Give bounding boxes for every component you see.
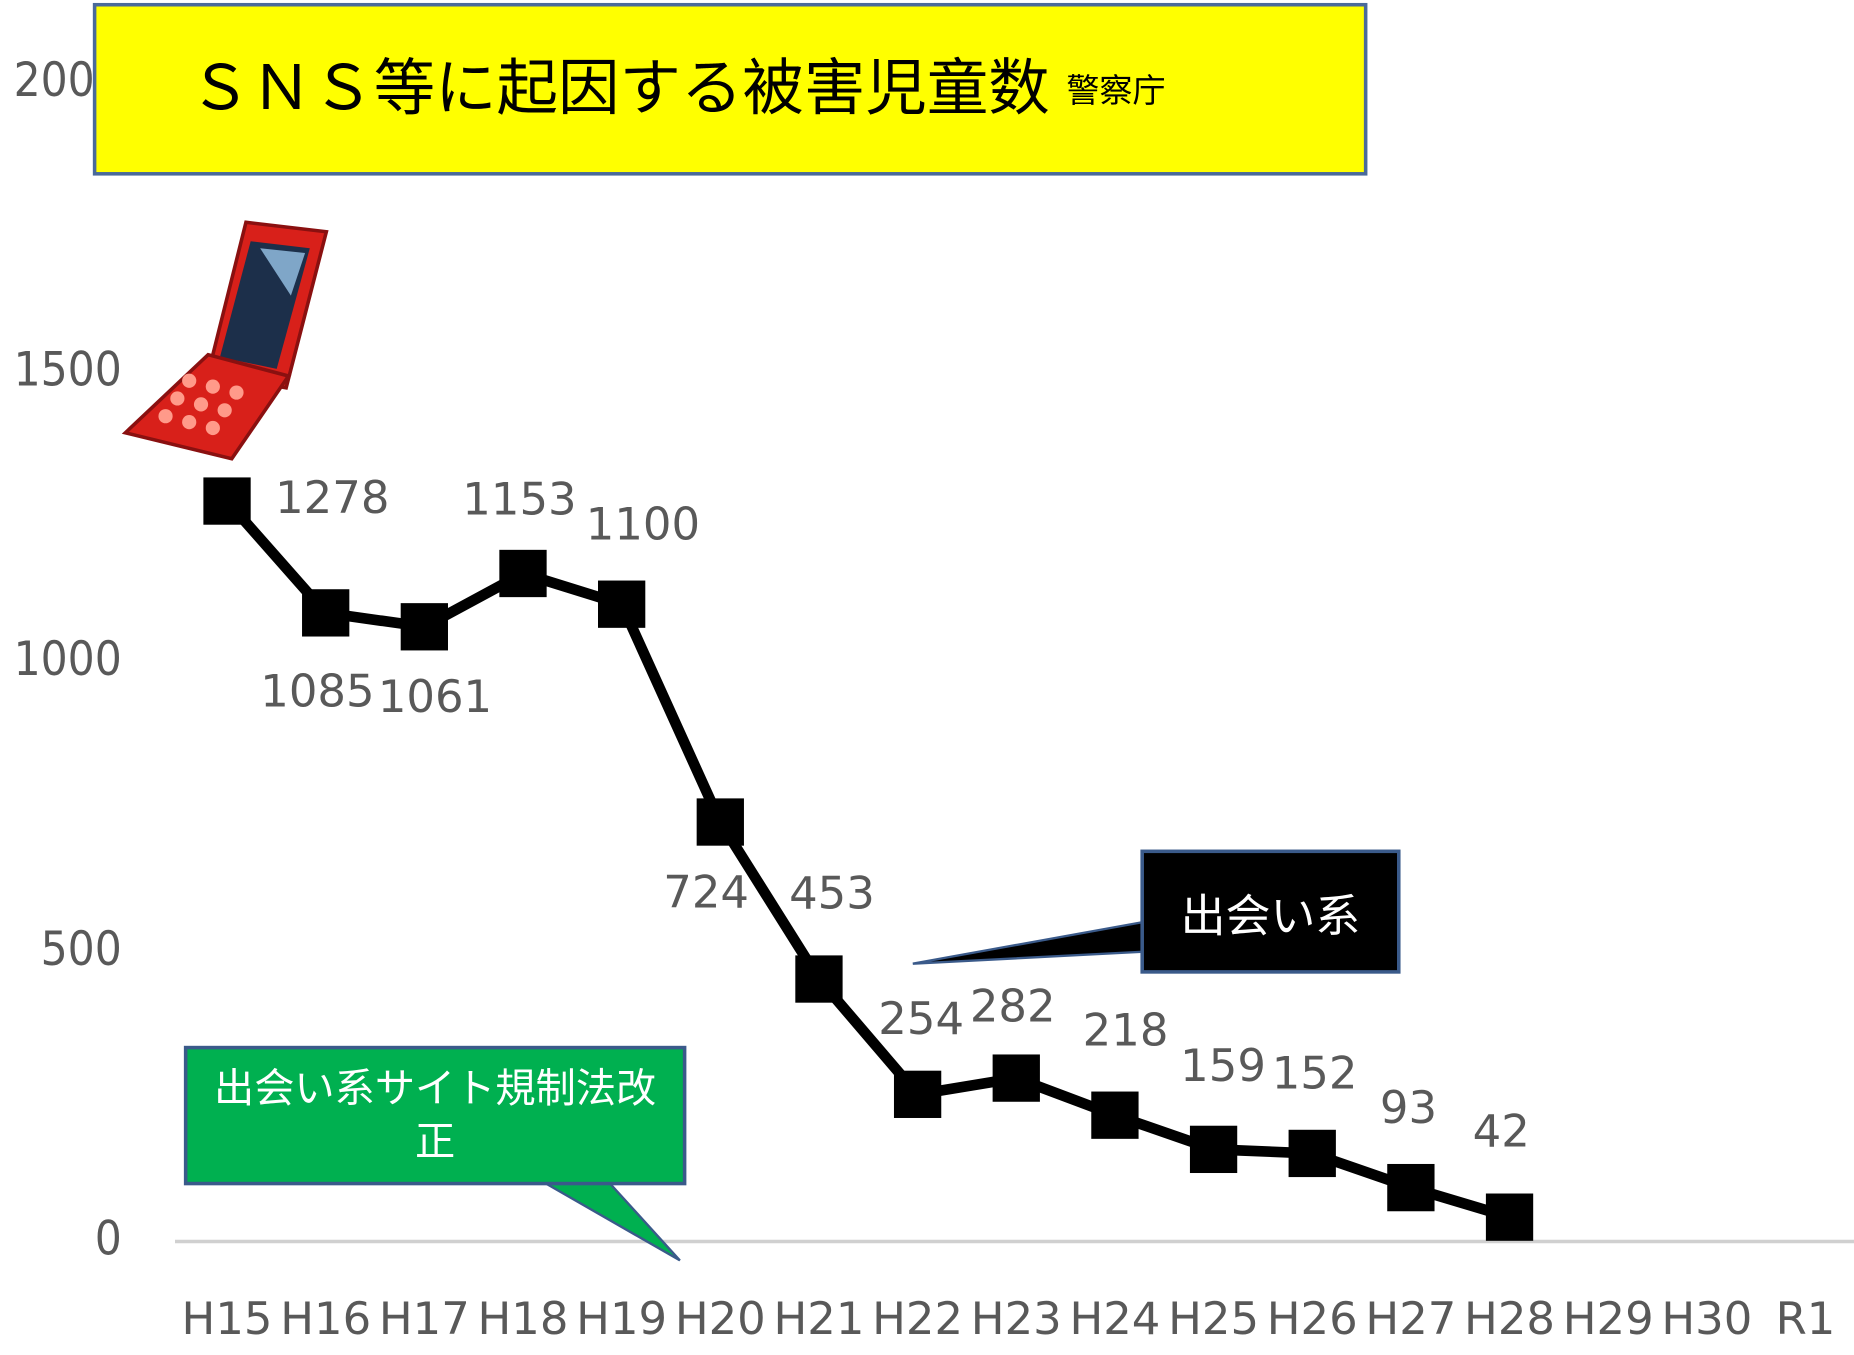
x-tick-label: H22 (872, 1292, 963, 1345)
data-label: 282 (970, 980, 1056, 1033)
y-tick-label: 500 (41, 922, 122, 977)
data-label: 1085 (260, 664, 374, 717)
x-tick-label: H26 (1267, 1292, 1358, 1345)
data-label: 159 (1180, 1039, 1266, 1092)
point-marker (1387, 1164, 1434, 1211)
data-label: 1278 (275, 471, 389, 524)
subtitle: 警察庁 (1066, 71, 1165, 110)
callout-tail (544, 1182, 680, 1260)
callout-text: 出会い系 (1142, 851, 1399, 972)
callout-tail (913, 922, 1142, 963)
point-marker (1190, 1126, 1237, 1173)
point-marker (499, 550, 546, 597)
point-marker (1289, 1130, 1336, 1177)
chart: 0500100015002000H15H16H17H18H19H20H21H22… (0, 0, 1854, 1355)
y-tick-label: 1500 (14, 342, 122, 397)
x-tick-label: H29 (1563, 1292, 1654, 1345)
x-tick-label: H17 (379, 1292, 470, 1345)
data-label: 93 (1380, 1081, 1437, 1134)
y-tick-label: 0 (95, 1211, 122, 1266)
callout: 出会い系 (1142, 851, 1399, 972)
x-tick-label: H23 (971, 1292, 1062, 1345)
data-label: 1153 (462, 473, 576, 526)
point-marker (203, 477, 250, 524)
chart-title: ＳＮＳ等に起因する被害児童数警察庁 (189, 53, 1165, 124)
data-label: 1100 (586, 497, 700, 550)
point-marker (697, 798, 744, 845)
data-label: 724 (663, 865, 749, 918)
x-tick-label: H21 (773, 1292, 864, 1345)
point-marker (894, 1071, 941, 1118)
phone-icon (125, 222, 326, 458)
data-label: 42 (1473, 1104, 1530, 1157)
title-text: ＳＮＳ等に起因する被害児童数 (189, 53, 1050, 124)
data-label: 453 (789, 866, 875, 919)
x-tick-label: H30 (1661, 1292, 1752, 1345)
x-tick-label: H28 (1464, 1292, 1555, 1345)
x-tick-label: H18 (478, 1292, 569, 1345)
x-tick-label: H25 (1168, 1292, 1259, 1345)
x-tick-label: H16 (280, 1292, 371, 1345)
point-marker (598, 581, 645, 628)
point-marker (1486, 1194, 1533, 1241)
x-tick-label: H24 (1069, 1292, 1160, 1345)
point-marker (1091, 1092, 1138, 1139)
callout: 出会い系サイト規制法改正 (195, 1048, 675, 1184)
x-tick-label: H15 (182, 1292, 273, 1345)
data-label: 218 (1083, 1004, 1169, 1057)
x-tick-label: H27 (1365, 1292, 1456, 1345)
point-marker (401, 603, 448, 650)
point-marker (302, 589, 349, 636)
x-tick-label: H20 (675, 1292, 766, 1345)
data-label: 254 (878, 992, 964, 1045)
data-label: 1061 (378, 670, 492, 723)
callout-text: 出会い系サイト規制法改正 (195, 1048, 675, 1184)
data-label: 152 (1272, 1047, 1358, 1100)
x-tick-label: H19 (576, 1292, 667, 1345)
y-tick-label: 1000 (14, 632, 122, 687)
x-tick-label: R1 (1776, 1292, 1836, 1345)
point-marker (993, 1054, 1040, 1101)
point-marker (795, 955, 842, 1002)
